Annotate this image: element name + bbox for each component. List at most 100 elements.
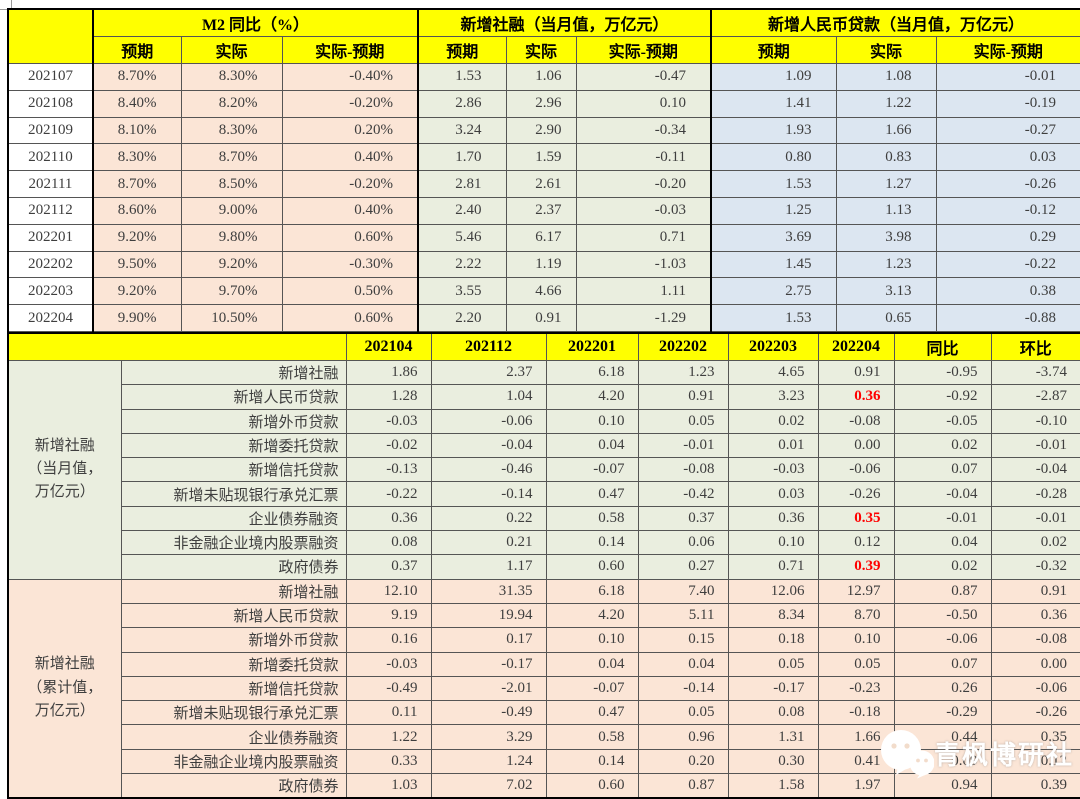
- data-cell: 0.16: [345, 627, 432, 653]
- sf-components-table: 202104 202112 202201 202202 202203 20220…: [7, 331, 1080, 799]
- table-row: 202201 9.20% 9.80% 0.60% 5.46 6.17 0.71 3.69 3.9…: [7, 223, 1080, 252]
- data-cell: 2.37: [505, 196, 577, 225]
- data-cell: -2.87: [990, 384, 1080, 410]
- data-cell: 4.20: [545, 384, 639, 410]
- row-label: 新增信托贷款: [120, 457, 347, 483]
- data-cell: 0.04: [893, 530, 992, 556]
- data-cell: 0.60%: [281, 304, 420, 332]
- col-header-yoy: 同比: [893, 332, 992, 361]
- data-cell: 0.91: [990, 578, 1080, 604]
- data-cell: 0.38: [935, 277, 1080, 306]
- data-cell: 1.17: [430, 554, 547, 580]
- table-row: 新增外币贷款 0.16 0.17 0.10 0.15 0.18 0.10 -0.06 -0.08: [8, 627, 1080, 653]
- data-cell: 2.37: [430, 359, 547, 386]
- data-cell: 0.26: [893, 675, 992, 702]
- data-cell: 1.41: [710, 89, 837, 118]
- data-cell: 0.10: [575, 89, 713, 118]
- table-row: 新增委托贷款 -0.03 -0.17 0.04 0.04 0.05 0.05 0.07 0.00: [8, 651, 1080, 677]
- row-label: 新增人民币贷款: [120, 384, 347, 410]
- data-cell: 0.17: [430, 627, 547, 653]
- row-label: 非金融企业境内股票融资: [120, 530, 347, 556]
- data-cell: -0.17: [727, 675, 819, 702]
- data-cell: 9.20%: [92, 223, 182, 252]
- subheader-expected: 预期: [92, 36, 182, 64]
- data-cell: 8.30%: [180, 116, 283, 145]
- data-cell: 7.02: [430, 773, 547, 799]
- data-cell: 6.17: [505, 223, 577, 252]
- data-cell: 8.30%: [92, 143, 182, 172]
- data-cell: 2.96: [505, 89, 577, 118]
- data-cell: 9.70%: [180, 277, 283, 306]
- data-cell: 0.05: [817, 651, 895, 677]
- data-cell: -0.01: [935, 63, 1080, 91]
- data-cell: 0.71: [727, 554, 819, 580]
- data-cell: 2.20: [417, 304, 507, 332]
- table-row: 新增外币贷款 -0.03 -0.06 0.10 0.05 0.02 -0.08 -0.05 -0…: [8, 408, 1080, 434]
- data-cell: 8.50%: [180, 170, 283, 198]
- data-cell: 0.22: [430, 505, 547, 532]
- row-label: 新增社融: [120, 359, 347, 386]
- data-cell: 9.90%: [92, 304, 182, 332]
- data-cell: -0.06: [430, 408, 547, 434]
- data-cell: 8.20%: [180, 89, 283, 118]
- data-cell: 0.05: [637, 700, 729, 726]
- data-cell: 0.10: [545, 627, 639, 653]
- data-cell: -0.03: [575, 196, 713, 225]
- data-cell: 0.11: [345, 700, 432, 726]
- data-cell: 0.37: [637, 505, 729, 532]
- data-cell: -0.20%: [281, 170, 420, 198]
- data-cell: -2.01: [430, 675, 547, 702]
- data-cell: 3.29: [430, 724, 547, 750]
- data-cell: -0.03: [727, 457, 819, 483]
- data-cell: -0.50: [893, 602, 992, 629]
- data-cell: 0.00: [990, 651, 1080, 677]
- table-row: 新增社融 （当月值， 万亿元） 新增社融 1.86 2.37 6.18 1.23 4.65 0.9…: [7, 359, 1080, 580]
- col-header-202201: 202201: [545, 332, 639, 361]
- table-row: 202112 8.60% 9.00% 0.40% 2.40 2.37 -0.03 1.25 1.…: [7, 196, 1080, 225]
- data-cell: 0.35: [817, 505, 895, 532]
- col-header-mom: 环比: [990, 332, 1080, 361]
- data-cell: 0.07: [893, 457, 992, 483]
- data-cell: 0.30: [727, 748, 819, 775]
- data-cell: 0.40%: [281, 143, 420, 172]
- data-cell: 0.04: [545, 651, 639, 677]
- row-label: 新增外币贷款: [120, 627, 347, 653]
- data-cell: 8.10%: [92, 116, 182, 145]
- data-cell: 0.60%: [281, 223, 420, 252]
- subheader-actual: 实际: [180, 36, 283, 64]
- data-cell: 9.20%: [92, 277, 182, 306]
- row-label: 新增外币贷款: [120, 408, 347, 434]
- data-cell: 8.70%: [92, 170, 182, 198]
- data-cell: 1.13: [835, 196, 937, 225]
- data-cell: 2.22: [417, 250, 507, 279]
- data-cell: -0.40%: [281, 63, 420, 91]
- data-cell: 0.08: [345, 530, 432, 556]
- data-cell: 0.27: [637, 554, 729, 580]
- data-cell: 0.18: [727, 627, 819, 653]
- data-cell: 0.36: [345, 505, 432, 532]
- data-cell: 0.60: [545, 554, 639, 580]
- table-row: 新增委托贷款 -0.02 -0.04 0.04 -0.01 0.01 0.00 0.02 -0.…: [8, 432, 1080, 459]
- row-label: 新增未贴现银行承兑汇票: [120, 481, 347, 507]
- table-row: 新增信托贷款 -0.13 -0.46 -0.07 -0.08 -0.03 -0.06 0.07…: [8, 457, 1080, 483]
- row-label: 新增未贴现银行承兑汇票: [120, 700, 347, 726]
- data-cell: 8.40%: [92, 89, 182, 118]
- data-cell: -0.07: [545, 675, 639, 702]
- subheader-actual: 实际: [505, 36, 577, 64]
- data-cell: 1.24: [430, 748, 547, 775]
- data-cell: 1.06: [505, 63, 577, 91]
- data-cell: 1.11: [575, 277, 713, 306]
- data-cell: 0.96: [637, 724, 729, 750]
- data-cell: 10.50%: [180, 304, 283, 332]
- date-cell: 202111: [7, 170, 94, 198]
- row-label: 政府债券: [120, 554, 347, 580]
- data-cell: 8.70%: [180, 143, 283, 172]
- data-cell: -0.06: [990, 675, 1080, 702]
- table-row: 新增人民币贷款 9.19 19.94 4.20 5.11 8.34 8.70 -0.50 0.3…: [8, 602, 1080, 629]
- data-cell: -0.26: [990, 700, 1080, 726]
- row-label: 新增人民币贷款: [120, 602, 347, 629]
- data-cell: 1.28: [345, 384, 432, 410]
- col-header-202204: 202204: [817, 332, 895, 361]
- data-cell: 0.21: [430, 530, 547, 556]
- data-cell: 3.24: [417, 116, 507, 145]
